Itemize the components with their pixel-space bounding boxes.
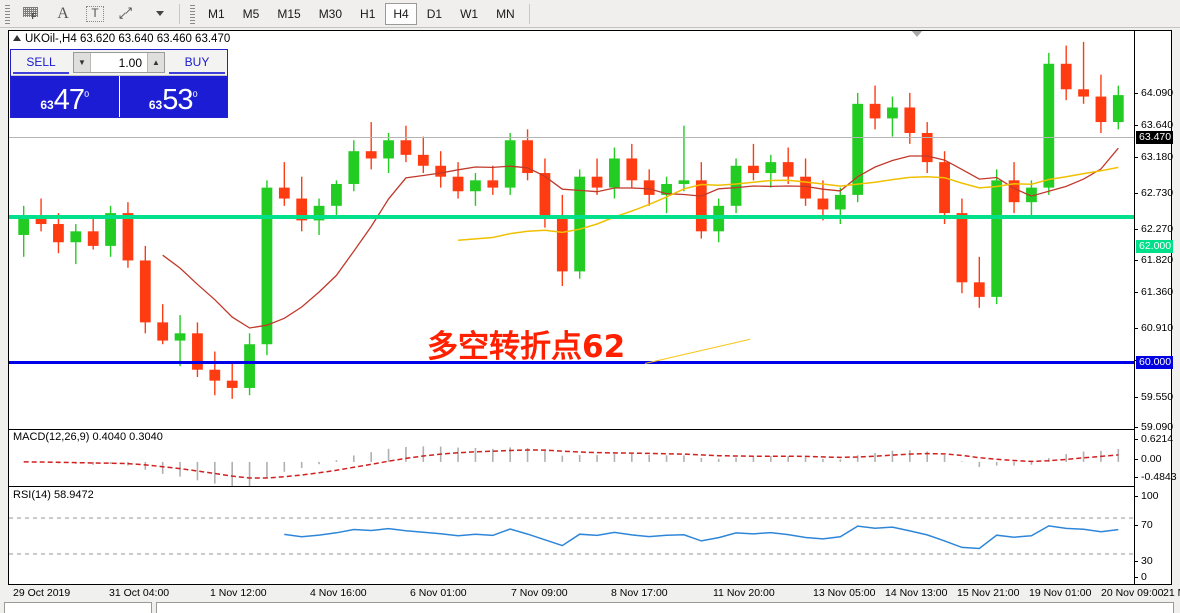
timeframe-mn[interactable]: MN [496, 6, 515, 21]
deal-ticket-controls: SELL ▼ 1.00 ▲ BUY [11, 50, 227, 76]
bottom-panel-tab-right[interactable] [156, 602, 1174, 613]
sell-price-quote[interactable]: 63 47 ⁰ [11, 76, 119, 117]
timeframe-m1[interactable]: M1 [208, 6, 225, 21]
volume-stepper[interactable]: ▼ 1.00 ▲ [73, 52, 165, 73]
text-box-icon[interactable]: T [80, 2, 110, 26]
time-axis-label: 20 Nov 09:00 [1101, 587, 1164, 599]
rsi-series [9, 517, 1135, 555]
sell-button[interactable]: SELL [13, 51, 69, 74]
axis-tick: 61.820 [1135, 254, 1173, 266]
current-price-badge: 63.470 [1136, 131, 1174, 144]
macd-series [23, 446, 1120, 486]
toolbar-empty-area [535, 0, 1180, 28]
timeframe-m15[interactable]: M15 [277, 6, 301, 21]
volume-input[interactable]: 1.00 [118, 55, 142, 70]
toolbar-divider [179, 3, 180, 24]
toolbar-divider-2 [528, 3, 530, 24]
sell-price-fraction: ⁰ [83, 89, 90, 104]
rsi-axis-tick: 100 [1135, 490, 1159, 502]
time-axis-label: 7 Nov 09:00 [511, 587, 568, 599]
time-axis-label: 15 Nov 21:00 [957, 587, 1020, 599]
current-price-line [9, 137, 1135, 138]
time-axis-label: 8 Nov 17:00 [611, 587, 668, 599]
macd-pane[interactable]: MACD(12,26,9) 0.4040 0.3040 [9, 429, 1135, 487]
text-label-icon[interactable]: A [57, 4, 69, 22]
rsi-axis-tick: 30 [1135, 555, 1153, 567]
rsi-axis-tick: 70 [1135, 519, 1153, 531]
support-badge-62: 62.000 [1136, 240, 1174, 253]
candlestick-series [18, 41, 1124, 399]
buy-price-fraction: ⁰ [192, 89, 198, 104]
toolbar: A T M1 M5 M15 M30 H1 H4 D1 W1 MN [0, 0, 1180, 28]
chart-annotation-text: 多空转折点62 [427, 329, 626, 365]
time-axis-label: 4 Nov 16:00 [310, 587, 367, 599]
axis-tick: 59.090 [1135, 421, 1173, 433]
chevron-down-icon[interactable] [144, 2, 174, 26]
volume-decrease-icon[interactable]: ▼ [74, 53, 91, 72]
time-axis-label: 1 Nov 12:00 [210, 587, 267, 599]
sell-price-main: 47 [53, 84, 85, 116]
axis-tick: 61.360 [1135, 286, 1173, 298]
timeframe-m30[interactable]: M30 [318, 6, 343, 21]
time-axis-label: 6 Nov 01:00 [410, 587, 467, 599]
volume-increase-icon[interactable]: ▲ [147, 53, 164, 72]
axis-tick: 59.550 [1135, 391, 1173, 403]
timeframe-h4[interactable]: H4 [385, 2, 417, 25]
buy-price-main: 53 [162, 84, 193, 116]
time-axis-label: 11 Nov 20:00 [713, 587, 775, 599]
axis-tick: 62.730 [1135, 187, 1173, 199]
buy-price-prefix: 63 [148, 98, 163, 112]
rsi-pane[interactable]: RSI(14) 58.9472 [9, 488, 1135, 584]
time-axis-label: 19 Nov 01:00 [1029, 587, 1092, 599]
deal-ticket-quotes: 63 47 ⁰ 63 53 ⁰ [11, 76, 227, 117]
crosshair-grid-icon[interactable] [16, 2, 46, 26]
time-axis-label: 21 Nov 17:00 [1163, 587, 1180, 599]
macd-label: MACD(12,26,9) 0.4040 0.3040 [13, 431, 163, 443]
arrows-icon[interactable] [112, 2, 142, 26]
time-axis[interactable]: 29 Oct 2019 31 Oct 04:00 1 Nov 12:00 4 Nov … [8, 586, 1180, 602]
bottom-panel-tab-left[interactable] [4, 602, 152, 613]
chart-symbol-header: UKOil-,H4 63.620 63.640 63.460 63.470 [13, 33, 230, 45]
axis-tick: 64.090 [1135, 87, 1173, 99]
deal-ticket[interactable]: SELL ▼ 1.00 ▲ BUY 63 47 ⁰ 63 53 ⁰ [10, 49, 228, 118]
support-badge-60: 60.000 [1136, 356, 1174, 369]
rsi-label: RSI(14) 58.9472 [13, 489, 94, 501]
buy-button[interactable]: BUY [169, 51, 225, 74]
toolbar-grip[interactable] [3, 3, 11, 24]
axis-tick: 60.910 [1135, 322, 1173, 334]
macd-axis-tick: -0.4843 [1135, 471, 1177, 483]
price-axis[interactable]: 64.090 63.640 63.470 63.180 62.730 62.27… [1134, 31, 1177, 584]
macd-axis-tick: 0.6214 [1135, 433, 1173, 445]
timeframe-grip[interactable] [188, 3, 196, 24]
timeframe-d1[interactable]: D1 [426, 6, 443, 21]
support-line-60 [9, 361, 1135, 364]
timeframe-m5[interactable]: M5 [242, 6, 260, 21]
collapse-triangle-icon[interactable] [13, 35, 21, 41]
support-line-62 [9, 215, 1135, 219]
chart-top-marker-icon [911, 31, 923, 37]
time-axis-label: 29 Oct 2019 [13, 587, 71, 599]
axis-tick: 63.640 [1135, 119, 1173, 131]
sell-price-prefix: 63 [40, 98, 54, 112]
macd-axis-tick: 0.00 [1135, 453, 1161, 465]
time-axis-label: 14 Nov 13:00 [885, 587, 948, 599]
timeframe-h1[interactable]: H1 [360, 6, 376, 21]
time-axis-label: 13 Nov 05:00 [813, 587, 876, 599]
buy-price-quote[interactable]: 63 53 ⁰ [118, 76, 228, 117]
timeframe-w1[interactable]: W1 [460, 6, 479, 21]
axis-tick: 63.180 [1135, 151, 1173, 163]
time-axis-label: 31 Oct 04:00 [109, 587, 170, 599]
rsi-axis-tick: 0 [1135, 571, 1147, 583]
axis-tick: 62.270 [1135, 223, 1173, 235]
